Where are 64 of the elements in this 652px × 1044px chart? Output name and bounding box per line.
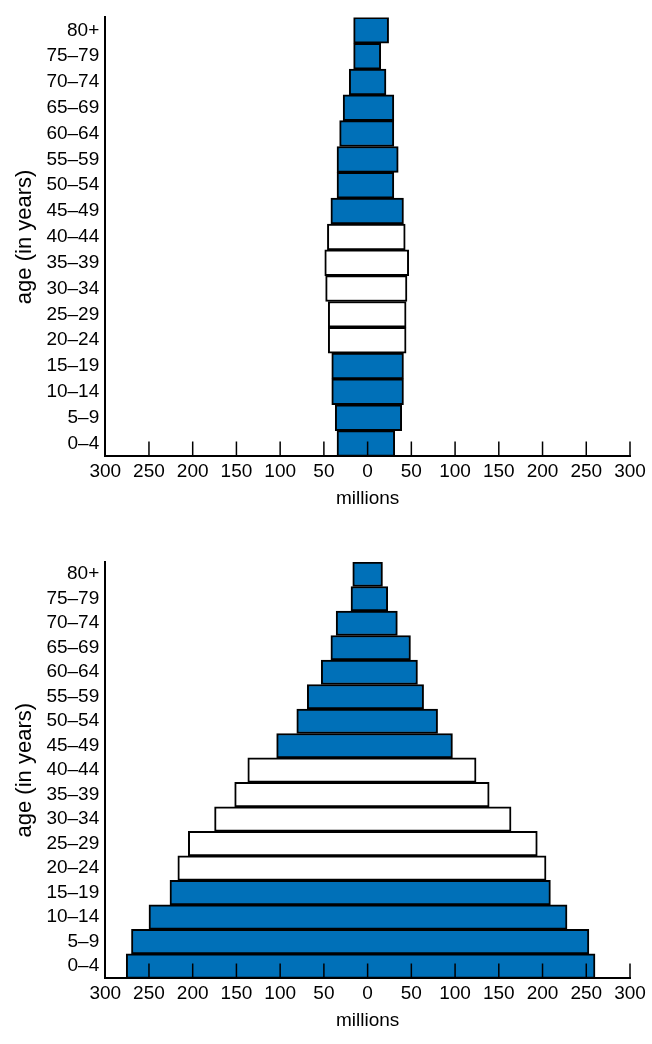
y-tick-label: 15–19 (46, 880, 100, 902)
x-tick-label: 300 (89, 460, 122, 482)
y-tick-label: 40–44 (46, 758, 100, 780)
x-tick-label: 100 (264, 982, 297, 1004)
y-tick-label: 55–59 (46, 684, 100, 706)
y-tick-label: 20–24 (46, 328, 100, 350)
x-tick-label: 200 (176, 460, 209, 482)
x-tick-label: 0 (362, 982, 373, 1004)
x-tick-label: 250 (133, 460, 165, 482)
y-tick-label: 45–49 (46, 199, 100, 221)
x-axis-title: millions (335, 1008, 400, 1030)
x-tick-label: 300 (89, 982, 122, 1004)
y-tick-label: 50–54 (46, 173, 100, 195)
y-axis-title: age (in years) (11, 169, 37, 305)
y-tick-label: 30–34 (46, 276, 100, 298)
y-tick-label: 75–79 (46, 586, 100, 608)
y-tick-label: 10–14 (46, 380, 100, 402)
y-tick-label: 80+ (67, 562, 100, 584)
y-tick-label: 50–54 (46, 709, 100, 731)
y-tick-label: 35–39 (46, 250, 100, 272)
y-tick-label: 0–4 (67, 431, 100, 453)
y-axis-title: age (in years) (11, 702, 37, 838)
y-tick-label: 15–19 (46, 354, 100, 376)
y-tick-label: 65–69 (46, 635, 100, 657)
y-tick-label: 70–74 (46, 611, 100, 633)
y-tick-label: 10–14 (46, 905, 100, 927)
y-tick-label: 60–64 (46, 660, 100, 682)
x-tick-label: 50 (313, 982, 335, 1004)
y-tick-label: 5–9 (67, 405, 100, 427)
x-tick-label: 200 (526, 460, 559, 482)
x-tick-label: 150 (220, 460, 253, 482)
x-tick-label: 250 (570, 460, 603, 482)
y-tick-label: 40–44 (46, 225, 100, 247)
x-tick-label: 150 (220, 982, 253, 1004)
x-tick-label: 100 (439, 982, 471, 1004)
x-tick-label: 150 (482, 982, 515, 1004)
y-tick-label: 80+ (67, 18, 100, 40)
y-tick-label: 30–34 (46, 807, 100, 829)
y-tick-label: 60–64 (46, 121, 100, 143)
y-tick-label: 0–4 (67, 954, 100, 976)
y-tick-label: 70–74 (46, 70, 100, 92)
y-tick-label: 55–59 (46, 147, 100, 169)
y-tick-label: 35–39 (46, 782, 100, 804)
x-tick-label: 100 (439, 460, 471, 482)
x-tick-label: 200 (176, 982, 209, 1004)
x-tick-label: 50 (400, 460, 422, 482)
x-tick-label: 50 (400, 982, 422, 1004)
x-tick-label: 250 (570, 982, 603, 1004)
x-axis-title: millions (335, 486, 400, 508)
x-tick-label: 50 (313, 460, 335, 482)
x-tick-label: 100 (264, 460, 297, 482)
y-tick-label: 75–79 (46, 44, 100, 66)
y-tick-label: 65–69 (46, 96, 100, 118)
x-tick-label: 300 (614, 460, 646, 482)
y-tick-label: 25–29 (46, 302, 100, 324)
y-tick-label: 5–9 (67, 929, 100, 951)
x-tick-label: 300 (614, 982, 646, 1004)
x-tick-label: 0 (362, 460, 373, 482)
x-tick-label: 250 (133, 982, 165, 1004)
y-tick-label: 20–24 (46, 856, 100, 878)
y-tick-label: 25–29 (46, 831, 100, 853)
x-tick-label: 200 (526, 982, 559, 1004)
y-tick-label: 45–49 (46, 733, 100, 755)
x-tick-label: 150 (482, 460, 515, 482)
